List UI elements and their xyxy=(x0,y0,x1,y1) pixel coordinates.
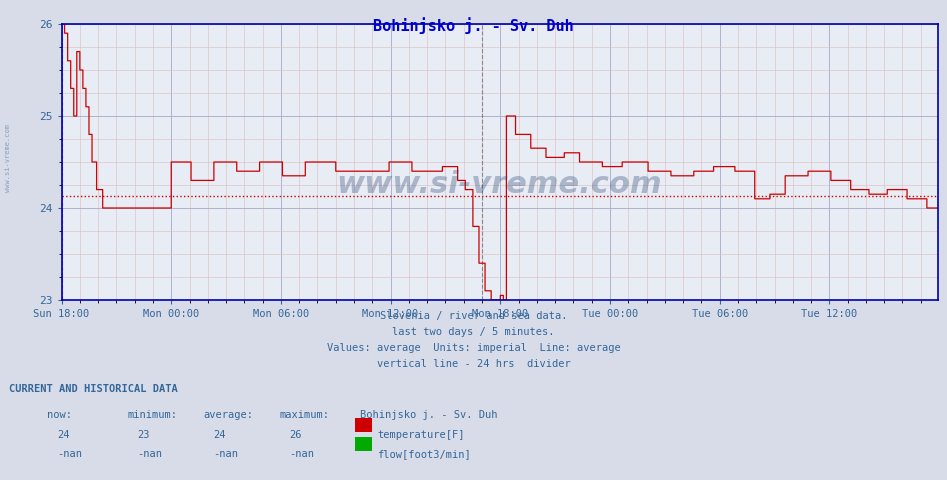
Text: Slovenia / river and sea data.: Slovenia / river and sea data. xyxy=(380,311,567,321)
Text: Bohinjsko j. - Sv. Duh: Bohinjsko j. - Sv. Duh xyxy=(373,17,574,34)
Text: average:: average: xyxy=(204,410,254,420)
Text: last two days / 5 minutes.: last two days / 5 minutes. xyxy=(392,327,555,337)
Text: maximum:: maximum: xyxy=(279,410,330,420)
Text: CURRENT AND HISTORICAL DATA: CURRENT AND HISTORICAL DATA xyxy=(9,384,178,394)
Text: Bohinjsko j. - Sv. Duh: Bohinjsko j. - Sv. Duh xyxy=(360,410,497,420)
Text: minimum:: minimum: xyxy=(128,410,178,420)
Text: 24: 24 xyxy=(213,430,225,440)
Text: 24: 24 xyxy=(57,430,69,440)
Text: 26: 26 xyxy=(289,430,301,440)
Text: flow[foot3/min]: flow[foot3/min] xyxy=(377,449,471,459)
Text: www.si-vreme.com: www.si-vreme.com xyxy=(5,124,10,192)
Text: temperature[F]: temperature[F] xyxy=(377,430,464,440)
Text: vertical line - 24 hrs  divider: vertical line - 24 hrs divider xyxy=(377,359,570,369)
Text: -nan: -nan xyxy=(137,449,162,459)
Text: -nan: -nan xyxy=(289,449,313,459)
Text: -nan: -nan xyxy=(57,449,81,459)
Text: -nan: -nan xyxy=(213,449,238,459)
Text: Values: average  Units: imperial  Line: average: Values: average Units: imperial Line: av… xyxy=(327,343,620,353)
Text: now:: now: xyxy=(47,410,72,420)
Text: 23: 23 xyxy=(137,430,150,440)
Text: www.si-vreme.com: www.si-vreme.com xyxy=(337,169,662,199)
